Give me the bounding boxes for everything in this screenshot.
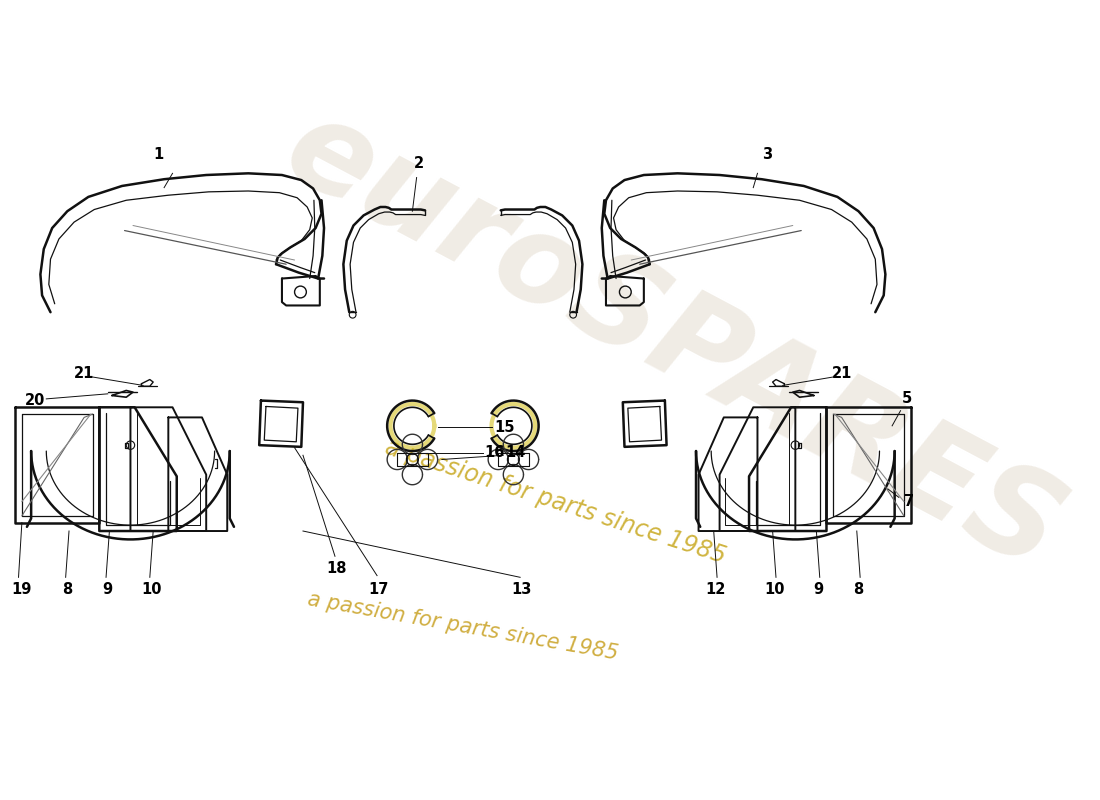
Text: 17: 17 [368, 582, 389, 598]
Text: 21: 21 [74, 366, 95, 381]
Text: 7: 7 [904, 494, 914, 509]
Text: 21: 21 [832, 366, 851, 381]
Text: 10: 10 [764, 582, 784, 598]
Text: 8: 8 [854, 582, 864, 598]
Text: 3: 3 [762, 147, 772, 162]
Text: 10: 10 [141, 582, 162, 598]
Text: 16: 16 [485, 446, 505, 460]
Text: 19: 19 [11, 582, 31, 598]
Text: euroSPARES: euroSPARES [265, 86, 1081, 597]
Text: 5: 5 [902, 391, 912, 406]
Text: 18: 18 [327, 562, 346, 576]
Text: 9: 9 [102, 582, 113, 598]
Text: a passion for parts since 1985: a passion for parts since 1985 [306, 589, 619, 663]
Text: 13: 13 [512, 582, 532, 598]
Text: 8: 8 [63, 582, 73, 598]
Text: 12: 12 [705, 582, 726, 598]
Text: 1: 1 [153, 147, 164, 162]
Text: a passion for parts since 1985: a passion for parts since 1985 [382, 435, 729, 568]
Text: 9: 9 [813, 582, 823, 598]
Text: 14: 14 [505, 446, 526, 460]
Text: 15: 15 [495, 420, 515, 435]
Text: 20: 20 [25, 393, 45, 408]
Text: 2: 2 [414, 156, 425, 170]
